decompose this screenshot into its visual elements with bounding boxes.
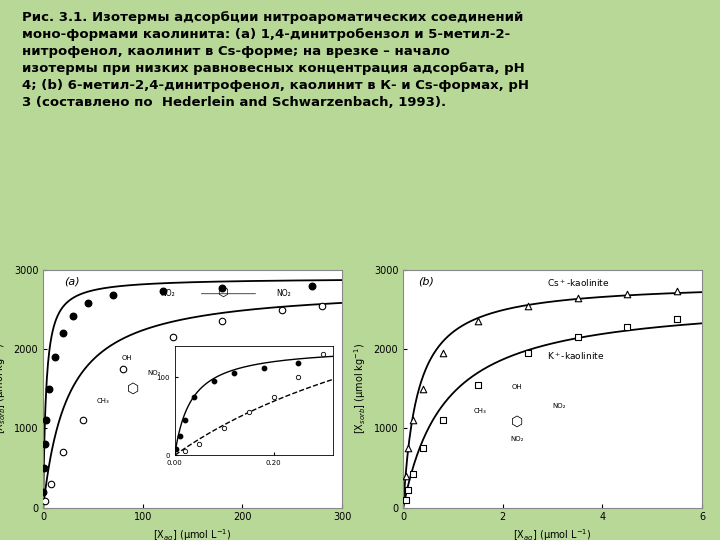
Point	[400, 495, 411, 504]
Text: NO₂: NO₂	[553, 403, 566, 409]
Point	[572, 293, 583, 302]
Text: ⬡: ⬡	[217, 286, 228, 299]
Point	[522, 349, 534, 357]
Text: (b): (b)	[418, 276, 434, 286]
Y-axis label: [X$_{sorb}$] (μmol kg$^{-1}$): [X$_{sorb}$] (μmol kg$^{-1}$)	[352, 343, 368, 434]
Point	[621, 289, 633, 298]
Point	[621, 323, 633, 332]
Point	[37, 488, 49, 496]
Text: Cs$^+$-kaolinite: Cs$^+$-kaolinite	[546, 277, 609, 289]
Point	[437, 349, 449, 357]
Point	[402, 486, 414, 495]
Point	[38, 464, 50, 472]
Text: ⬡: ⬡	[127, 382, 139, 396]
Point	[77, 416, 89, 425]
Point	[408, 416, 419, 425]
Point	[671, 287, 683, 296]
Point	[307, 281, 318, 290]
Point	[408, 470, 419, 478]
Point	[522, 301, 534, 310]
X-axis label: [X$_{aq}$] (μmol L$^{-1}$): [X$_{aq}$] (μmol L$^{-1}$)	[153, 528, 232, 540]
Point	[58, 448, 69, 456]
Point	[50, 353, 61, 361]
Point	[117, 364, 129, 373]
Point	[40, 497, 51, 505]
Point	[39, 440, 50, 449]
Point	[167, 333, 179, 342]
Text: OH: OH	[122, 355, 132, 361]
Text: Рис. 3.1. Изотермы адсорбции нитроароматических соединений
моно-формами каолинит: Рис. 3.1. Изотермы адсорбции нитроаромат…	[22, 11, 528, 109]
Point	[316, 301, 328, 310]
Point	[45, 480, 57, 488]
Text: NO₂: NO₂	[160, 289, 175, 298]
Point	[472, 317, 484, 326]
X-axis label: [X$_{aq}$] (μmol L$^{-1}$): [X$_{aq}$] (μmol L$^{-1}$)	[513, 528, 592, 540]
Point	[671, 315, 683, 323]
Point	[418, 444, 429, 453]
Point	[472, 381, 484, 389]
Text: NO₂: NO₂	[148, 369, 161, 375]
Text: (a): (a)	[64, 276, 80, 286]
Text: CH₃: CH₃	[96, 398, 109, 404]
Point	[157, 286, 168, 295]
Point	[402, 444, 414, 453]
Text: NO₂: NO₂	[510, 436, 523, 442]
Point	[40, 416, 52, 425]
Point	[418, 384, 429, 393]
Point	[43, 384, 55, 393]
Text: CH₃: CH₃	[474, 408, 487, 414]
Point	[437, 416, 449, 425]
Y-axis label: [X$_{sorb}$] (μmol kg$^{-1}$): [X$_{sorb}$] (μmol kg$^{-1}$)	[0, 343, 8, 434]
Point	[400, 471, 411, 480]
Point	[82, 299, 94, 308]
Point	[217, 317, 228, 326]
Text: OH: OH	[511, 384, 522, 390]
Point	[276, 305, 288, 314]
Text: NO₂: NO₂	[276, 289, 291, 298]
Point	[107, 291, 119, 300]
Text: ⬡: ⬡	[510, 415, 523, 429]
Text: K$^+$-kaolinite: K$^+$-kaolinite	[546, 350, 604, 362]
Point	[572, 333, 583, 342]
Point	[217, 284, 228, 293]
Point	[68, 312, 79, 320]
Point	[58, 329, 69, 338]
